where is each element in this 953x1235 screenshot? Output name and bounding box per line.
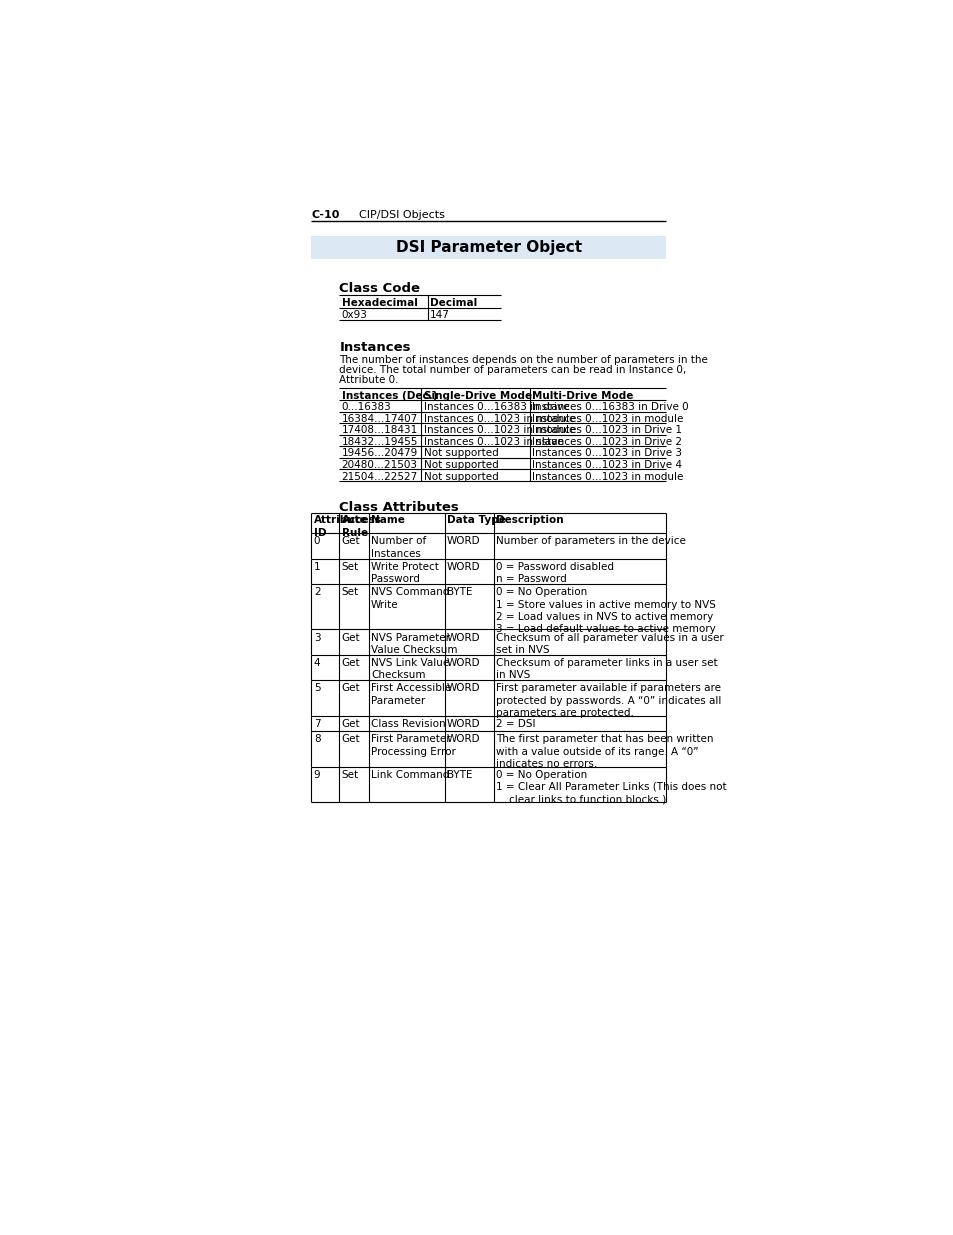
Text: WORD: WORD (447, 658, 480, 668)
Text: Name: Name (371, 515, 405, 525)
Text: Attribute 0.: Attribute 0. (339, 375, 398, 385)
Text: CIP/DSI Objects: CIP/DSI Objects (359, 210, 445, 220)
Text: Set: Set (341, 769, 358, 779)
Text: Class Attributes: Class Attributes (339, 501, 458, 514)
Text: Instances 0...1023 in module: Instances 0...1023 in module (423, 425, 575, 436)
Text: Class Code: Class Code (339, 282, 420, 295)
Text: Checksum of parameter links in a user set
in NVS: Checksum of parameter links in a user se… (496, 658, 717, 680)
Text: 3: 3 (314, 632, 320, 642)
Text: Not supported: Not supported (423, 448, 498, 458)
Text: Instances 0...16383 in Drive 0: Instances 0...16383 in Drive 0 (532, 403, 688, 412)
Text: Set: Set (341, 562, 358, 572)
Text: Instances 0...1023 in slave: Instances 0...1023 in slave (423, 437, 563, 447)
Text: Hexadecimal: Hexadecimal (341, 298, 417, 308)
Text: Access
Rule: Access Rule (341, 515, 381, 538)
Text: 0 = No Operation
1 = Clear All Parameter Links (This does not
    clear links to: 0 = No Operation 1 = Clear All Parameter… (496, 769, 726, 804)
Text: 0 = Password disabled
n = Password: 0 = Password disabled n = Password (496, 562, 614, 584)
Text: Instances 0...1023 in Drive 4: Instances 0...1023 in Drive 4 (532, 461, 681, 471)
Text: Instances 0...1023 in Drive 1: Instances 0...1023 in Drive 1 (532, 425, 681, 436)
Text: Not supported: Not supported (423, 461, 498, 471)
Text: 17408...18431: 17408...18431 (341, 425, 417, 436)
Text: Get: Get (341, 536, 360, 546)
Text: The number of instances depends on the number of parameters in the: The number of instances depends on the n… (339, 356, 707, 366)
Text: The first parameter that has been written
with a value outside of its range. A “: The first parameter that has been writte… (496, 734, 713, 769)
Text: NVS Command
Write: NVS Command Write (371, 587, 449, 610)
Text: 16384...17407: 16384...17407 (341, 414, 417, 424)
Text: 21504...22527: 21504...22527 (341, 472, 417, 482)
Text: 4: 4 (314, 658, 320, 668)
Text: Get: Get (341, 632, 360, 642)
Text: First Accessible
Parameter: First Accessible Parameter (371, 683, 451, 705)
Text: 0 = No Operation
1 = Store values in active memory to NVS
2 = Load values in NVS: 0 = No Operation 1 = Store values in act… (496, 587, 715, 635)
Text: Get: Get (341, 719, 360, 729)
Text: C-10: C-10 (311, 210, 339, 220)
Text: 2 = DSI: 2 = DSI (496, 719, 535, 729)
Text: WORD: WORD (447, 536, 480, 546)
Text: Description: Description (496, 515, 563, 525)
Text: Instances 0...1023 in module: Instances 0...1023 in module (532, 414, 683, 424)
Text: 18432...19455: 18432...19455 (341, 437, 417, 447)
Text: Multi-Drive Mode: Multi-Drive Mode (532, 390, 633, 400)
Text: Number of parameters in the device: Number of parameters in the device (496, 536, 685, 546)
Text: Instances 0...1023 in Drive 2: Instances 0...1023 in Drive 2 (532, 437, 681, 447)
Text: Instances 0...1023 in Drive 3: Instances 0...1023 in Drive 3 (532, 448, 681, 458)
Text: NVS Parameter
Value Checksum: NVS Parameter Value Checksum (371, 632, 457, 655)
Text: Attribute
ID: Attribute ID (314, 515, 367, 538)
Text: Get: Get (341, 683, 360, 693)
Text: Single-Drive Mode: Single-Drive Mode (423, 390, 532, 400)
Text: DSI Parameter Object: DSI Parameter Object (395, 240, 581, 256)
FancyBboxPatch shape (311, 236, 666, 259)
Text: First parameter available if parameters are
protected by passwords. A “0” indica: First parameter available if parameters … (496, 683, 720, 718)
Text: Data Type: Data Type (447, 515, 505, 525)
Text: device. The total number of parameters can be read in Instance 0,: device. The total number of parameters c… (339, 366, 686, 375)
Text: 0...16383: 0...16383 (341, 403, 391, 412)
Text: WORD: WORD (447, 719, 480, 729)
Text: WORD: WORD (447, 683, 480, 693)
Text: 9: 9 (314, 769, 320, 779)
Text: First Parameter
Processing Error: First Parameter Processing Error (371, 734, 456, 757)
Text: 8: 8 (314, 734, 320, 745)
Text: WORD: WORD (447, 632, 480, 642)
Text: Not supported: Not supported (423, 472, 498, 482)
Text: 2: 2 (314, 587, 320, 597)
Text: Instances: Instances (339, 341, 411, 354)
Text: Instances 0...16383 in drive: Instances 0...16383 in drive (423, 403, 569, 412)
Text: WORD: WORD (447, 734, 480, 745)
Text: Instances (Dec.): Instances (Dec.) (341, 390, 436, 400)
Text: Instances 0...1023 in module: Instances 0...1023 in module (423, 414, 575, 424)
Text: Link Command: Link Command (371, 769, 449, 779)
Text: Number of
Instances: Number of Instances (371, 536, 426, 558)
Text: 5: 5 (314, 683, 320, 693)
Text: BYTE: BYTE (447, 587, 472, 597)
Text: 20480...21503: 20480...21503 (341, 461, 417, 471)
Text: BYTE: BYTE (447, 769, 472, 779)
Text: Set: Set (341, 587, 358, 597)
Text: 19456...20479: 19456...20479 (341, 448, 417, 458)
Text: 1: 1 (314, 562, 320, 572)
Text: Get: Get (341, 734, 360, 745)
Text: Instances 0...1023 in module: Instances 0...1023 in module (532, 472, 683, 482)
Text: Get: Get (341, 658, 360, 668)
Text: 147: 147 (430, 310, 450, 320)
Text: Write Protect
Password: Write Protect Password (371, 562, 438, 584)
Text: WORD: WORD (447, 562, 480, 572)
Text: 0: 0 (314, 536, 320, 546)
Text: 0x93: 0x93 (341, 310, 367, 320)
Text: Class Revision: Class Revision (371, 719, 445, 729)
Text: Checksum of all parameter values in a user
set in NVS: Checksum of all parameter values in a us… (496, 632, 723, 655)
Text: 7: 7 (314, 719, 320, 729)
Text: Decimal: Decimal (430, 298, 476, 308)
Text: NVS Link Value
Checksum: NVS Link Value Checksum (371, 658, 449, 680)
